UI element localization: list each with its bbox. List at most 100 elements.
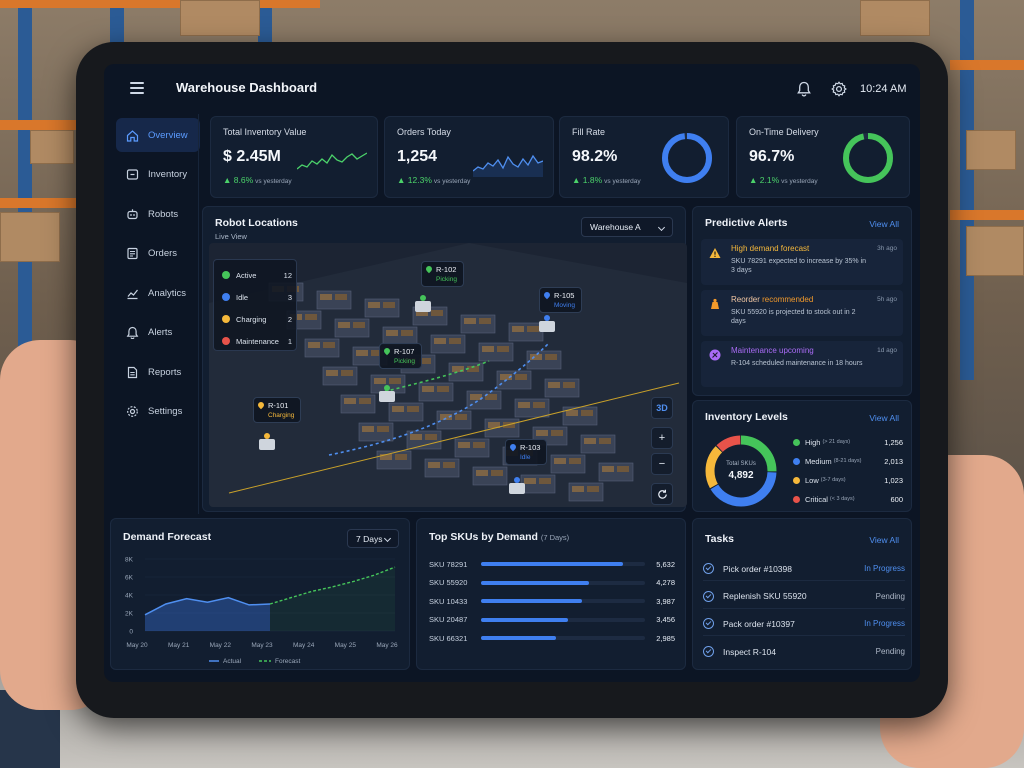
sidebar-item-settings[interactable]: Settings: [116, 395, 200, 429]
alert-item[interactable]: Maintenance upcoming 1d ago R-104 schedule…: [701, 341, 903, 387]
task-status: Pending: [875, 591, 905, 601]
sidebar-item-orders[interactable]: Orders: [116, 237, 200, 271]
crate: [966, 226, 1024, 276]
document-icon: [127, 366, 138, 378]
rack-beam: [950, 210, 1024, 220]
sidebar-item-reports[interactable]: Reports: [116, 355, 200, 389]
legend-label: Maintenance: [236, 336, 279, 346]
zoom-in-button[interactable]: +: [651, 427, 673, 449]
robot-tag-r-103[interactable]: R-103 Idle: [505, 439, 548, 465]
robot-marker[interactable]: [509, 483, 525, 494]
inventory-legend-row: Low (3-7 days) 1,023: [793, 473, 903, 487]
shelf-box: [419, 358, 431, 364]
robot-marker[interactable]: [259, 439, 275, 450]
kpi-title: Total Inventory Value: [223, 127, 307, 137]
robot-status: Charging: [268, 412, 295, 419]
sidebar-item-alerts[interactable]: Alerts: [116, 316, 200, 350]
legend-count: 2: [287, 314, 292, 324]
robot-marker[interactable]: [539, 321, 555, 332]
shelf-box: [581, 410, 593, 416]
shelf-box: [338, 322, 350, 328]
robot-id: R-101: [268, 401, 289, 410]
inventory-view-all-link[interactable]: View All: [869, 413, 899, 423]
shelf-box: [431, 310, 443, 316]
tasks-title: Tasks: [705, 533, 734, 545]
shelf-box: [425, 434, 437, 440]
task-row[interactable]: Replenish SKU 55920 Pending: [703, 585, 905, 609]
robot-tag-r-101[interactable]: R-101 Charging: [253, 397, 302, 423]
kpi-delta-value: ▲ 12.3%: [397, 175, 432, 185]
check-circle-icon[interactable]: [703, 618, 714, 629]
sku-row[interactable]: SKU 20487 3,456: [429, 613, 675, 627]
forecast-range-select[interactable]: 7 Days: [347, 529, 399, 548]
x-tick-label: May 21: [168, 642, 190, 649]
sidebar-item-overview[interactable]: Overview: [116, 118, 200, 152]
shelf-box: [467, 366, 479, 372]
inventory-legend-row: Critical (< 3 days) 600: [793, 492, 903, 506]
sku-row[interactable]: SKU 55920 4,278: [429, 576, 675, 590]
task-row[interactable]: Inspect R-104 Pending: [703, 640, 905, 664]
y-tick-label: 6K: [125, 575, 134, 582]
kpi-delta-value: ▲ 1.8%: [572, 175, 603, 185]
sidebar-item-analytics[interactable]: Analytics: [116, 276, 200, 310]
rack-beam: [0, 0, 320, 8]
robot-marker[interactable]: [379, 391, 395, 402]
kpi-card-total-inventory-value[interactable]: Total Inventory Value $ 2.45M ▲ 8.6% vs yes…: [210, 116, 378, 198]
robot-marker[interactable]: [415, 301, 431, 312]
alerts-view-all-link[interactable]: View All: [869, 219, 899, 229]
tasks-view-all-link[interactable]: View All: [869, 535, 899, 545]
kpi-card-orders-today[interactable]: Orders Today 1,254 ▲ 12.3% vs yesterday: [384, 116, 554, 198]
task-label: Pack order #10397: [723, 618, 795, 629]
inventory-level-range: (8-21 days): [833, 458, 862, 464]
warehouse-select[interactable]: Warehouse A: [581, 217, 673, 237]
demand-forecast-card: Demand Forecast 7 Days 8K 6K 4K 2K 0 May 20 Ma…: [110, 518, 410, 670]
legend-dot: [793, 495, 800, 503]
shelf-box: [491, 470, 503, 476]
robot-locations-title: Robot Locations: [215, 217, 298, 229]
zoom-out-button[interactable]: −: [651, 453, 673, 475]
gear-icon[interactable]: [831, 81, 847, 97]
y-tick-label: 4K: [125, 593, 134, 600]
task-row[interactable]: Pick order #10398 In Progress: [703, 557, 905, 581]
sidebar-item-robots[interactable]: Robots: [116, 197, 200, 231]
inventory-levels-title: Inventory Levels: [705, 411, 788, 423]
actual-series-line: [144, 596, 271, 616]
kpi-value: 96.7%: [749, 148, 795, 165]
shelf-box: [551, 430, 563, 436]
check-circle-icon[interactable]: [703, 563, 714, 574]
kpi-card-fill-rate[interactable]: Fill Rate 98.2% ▲ 1.8% vs yesterday: [559, 116, 729, 198]
inventory-level-label: Low: [805, 475, 819, 485]
task-row[interactable]: Pack order #10397 In Progress: [703, 612, 905, 636]
kpi-card-on-time-delivery[interactable]: On-Time Delivery 96.7% ▲ 2.1% vs yesterday: [736, 116, 910, 198]
shelf-box: [554, 458, 566, 464]
sku-bar: [481, 580, 589, 585]
sidebar-item-inventory[interactable]: Inventory: [116, 158, 200, 192]
robot-tag-r-107[interactable]: R-107 Picking: [379, 343, 422, 369]
view-3d-button[interactable]: 3D: [651, 397, 673, 419]
robot-tag-r-102[interactable]: R-102 Picking: [421, 261, 464, 287]
check-circle-icon[interactable]: [703, 646, 714, 657]
check-circle-icon[interactable]: [703, 590, 714, 602]
bell-icon[interactable]: [797, 81, 811, 97]
sku-row[interactable]: SKU 66321 2,985: [429, 631, 675, 645]
reset-view-button[interactable]: [651, 483, 673, 505]
demand-forecast-chart: 8K 6K 4K 2K 0 May 20 May 21 May 22 May 23 May 24 M…: [125, 557, 398, 666]
donut-segment-low: [705, 435, 777, 507]
sku-row[interactable]: SKU 78291 5,632: [429, 557, 675, 571]
sku-row[interactable]: SKU 10433 3,987: [429, 594, 675, 608]
shelf-box: [455, 414, 467, 420]
robot-tag-r-105[interactable]: R-105 Moving: [539, 287, 582, 313]
alert-title-main: Reorder: [731, 295, 763, 304]
menu-icon[interactable]: [130, 82, 144, 94]
shelf-box: [500, 374, 512, 380]
alert-item[interactable]: High demand forecast 3h ago SKU 78291 expe…: [701, 239, 903, 285]
alert-time: 5h ago: [877, 296, 897, 303]
shelf-box: [452, 366, 464, 372]
kpi-delta-caption: vs yesterday: [781, 178, 818, 185]
sidebar-item-label: Robots: [148, 208, 179, 220]
tasks-card: Tasks View All Pick order #10398 In Progr…: [692, 518, 912, 670]
warehouse-map[interactable]: [209, 243, 687, 507]
sku-value: 5,632: [656, 559, 675, 569]
alert-item[interactable]: Reorder recommended 5h ago SKU 55920 is pr…: [701, 290, 903, 336]
kpi-delta: ▲ 1.8% vs yesterday: [572, 175, 641, 185]
